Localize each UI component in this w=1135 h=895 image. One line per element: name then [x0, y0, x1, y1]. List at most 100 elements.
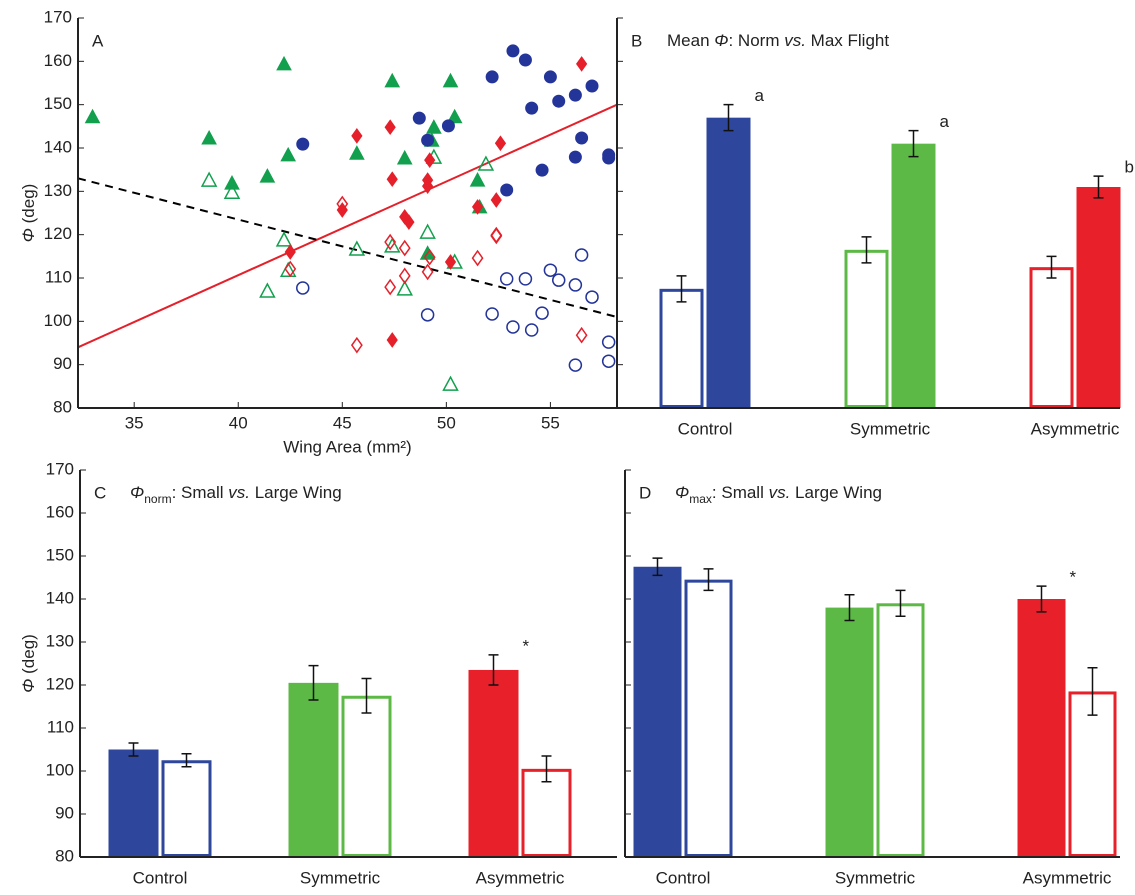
point — [441, 119, 455, 133]
y-tick-label: 160 — [44, 51, 72, 70]
y-axis-label: Φ (deg) — [19, 634, 38, 693]
y-axis-label: Φ (deg) — [19, 184, 38, 243]
point — [421, 133, 435, 147]
x-tick-label: Symmetric — [835, 868, 916, 887]
y-tick-label: 80 — [53, 397, 72, 416]
point — [280, 146, 297, 162]
point — [576, 56, 588, 72]
point — [423, 248, 436, 266]
point — [350, 336, 363, 354]
point — [422, 178, 434, 194]
error-bar — [844, 593, 855, 622]
x-tick-label: 35 — [125, 413, 144, 432]
point — [601, 354, 616, 368]
text-part: vs. — [784, 31, 806, 50]
point — [348, 240, 366, 256]
point — [296, 137, 310, 151]
y-tick-label: 90 — [55, 803, 74, 822]
annotation: * — [1070, 568, 1077, 587]
point — [398, 267, 411, 285]
x-tick-label: Asymmetric — [476, 868, 565, 887]
point — [398, 239, 411, 257]
text-part: : Small — [172, 483, 229, 502]
error-bar — [723, 103, 734, 132]
error-bar — [488, 654, 499, 686]
error-bar — [541, 755, 552, 783]
y-tick-label: 100 — [46, 760, 74, 779]
x-tick-label: Symmetric — [300, 868, 381, 887]
point — [259, 282, 276, 298]
point — [201, 129, 217, 145]
bar — [825, 607, 874, 857]
point — [568, 88, 582, 102]
y-tick-label: 100 — [44, 311, 72, 330]
point — [279, 261, 297, 277]
bar — [1076, 187, 1121, 408]
text-part: vs. — [228, 483, 250, 502]
bar — [1068, 691, 1117, 858]
point — [444, 254, 457, 270]
error-bar — [361, 677, 372, 714]
point — [585, 290, 599, 304]
text-part: vs. — [769, 483, 791, 502]
point — [403, 214, 415, 230]
point — [490, 227, 503, 245]
point — [552, 94, 566, 108]
y-tick-label: 110 — [45, 267, 72, 286]
point — [224, 175, 240, 190]
text-part: Φ — [19, 679, 38, 693]
point — [551, 273, 566, 287]
y-tick-label: 170 — [46, 459, 74, 478]
error-bar — [128, 742, 139, 757]
bar — [521, 768, 572, 857]
point — [276, 55, 292, 71]
point — [259, 168, 276, 183]
bar — [844, 249, 889, 408]
point — [384, 119, 396, 136]
point — [575, 131, 589, 145]
panel-title: Mean Φ: Norm vs. Max Flight — [667, 31, 889, 50]
point — [601, 335, 616, 349]
error-bar — [181, 753, 192, 768]
point — [383, 237, 401, 253]
point — [384, 278, 397, 296]
annotation: b — [1125, 158, 1134, 177]
annotation: * — [523, 636, 530, 655]
bar — [659, 288, 704, 409]
error-bar — [895, 589, 906, 617]
point — [412, 111, 426, 125]
point — [420, 308, 435, 322]
text-part: (deg) — [19, 634, 38, 678]
error-bar — [1087, 667, 1098, 716]
x-tick-label: 50 — [437, 413, 456, 432]
point — [543, 70, 557, 84]
panel-label: A — [92, 31, 104, 50]
y-tick-label: 130 — [44, 181, 72, 200]
point — [568, 278, 583, 292]
point — [421, 263, 434, 281]
y-tick-label: 140 — [44, 137, 72, 156]
error-bar — [308, 664, 319, 701]
y-tick-label: 120 — [46, 674, 74, 693]
y-tick-label: 170 — [44, 7, 72, 26]
point — [223, 183, 241, 199]
point — [284, 260, 297, 278]
point — [471, 199, 484, 215]
point — [585, 79, 599, 93]
point — [525, 101, 539, 115]
point — [446, 108, 463, 124]
bar — [684, 579, 733, 858]
point — [396, 280, 413, 296]
bar — [1017, 599, 1066, 857]
panel-label: C — [94, 483, 106, 502]
point — [494, 135, 507, 152]
fit-line — [77, 177, 618, 318]
x-tick-label: 45 — [333, 413, 352, 432]
point — [524, 323, 539, 337]
point — [284, 244, 296, 260]
error-bar — [1046, 255, 1057, 279]
point — [442, 72, 459, 88]
point — [518, 272, 533, 286]
text-part: : Small — [712, 483, 769, 502]
